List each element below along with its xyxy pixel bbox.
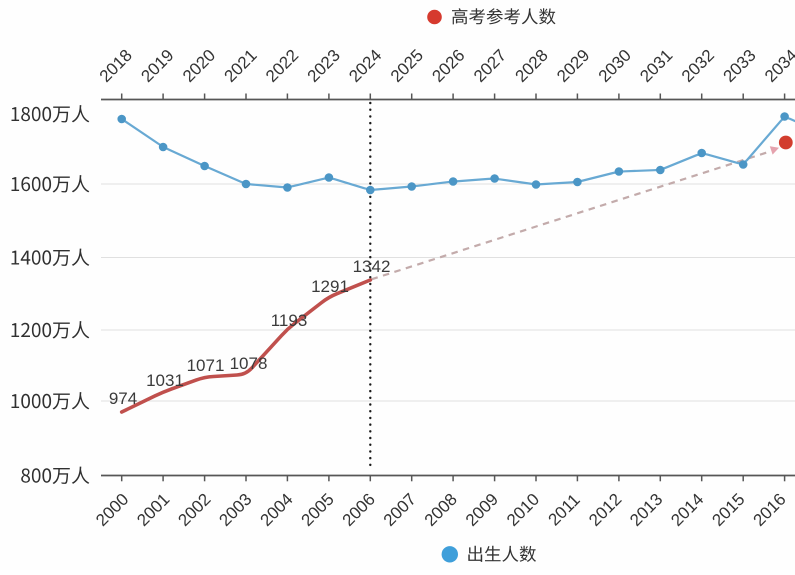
svg-text:1078: 1078 [230, 354, 268, 373]
svg-text:1071: 1071 [187, 356, 225, 375]
svg-text:1193: 1193 [271, 311, 308, 330]
svg-text:1031: 1031 [146, 371, 184, 390]
svg-text:974: 974 [109, 389, 137, 408]
svg-text:1291: 1291 [311, 277, 349, 296]
svg-text:1342: 1342 [353, 257, 391, 276]
